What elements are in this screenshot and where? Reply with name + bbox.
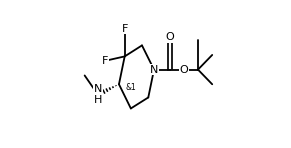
Text: N
H: N H [94, 84, 102, 105]
Text: F: F [102, 56, 108, 66]
Text: O: O [180, 65, 189, 75]
Text: O: O [165, 32, 174, 42]
Text: &1: &1 [125, 83, 136, 92]
Text: F: F [122, 24, 128, 34]
Text: N: N [150, 65, 158, 75]
